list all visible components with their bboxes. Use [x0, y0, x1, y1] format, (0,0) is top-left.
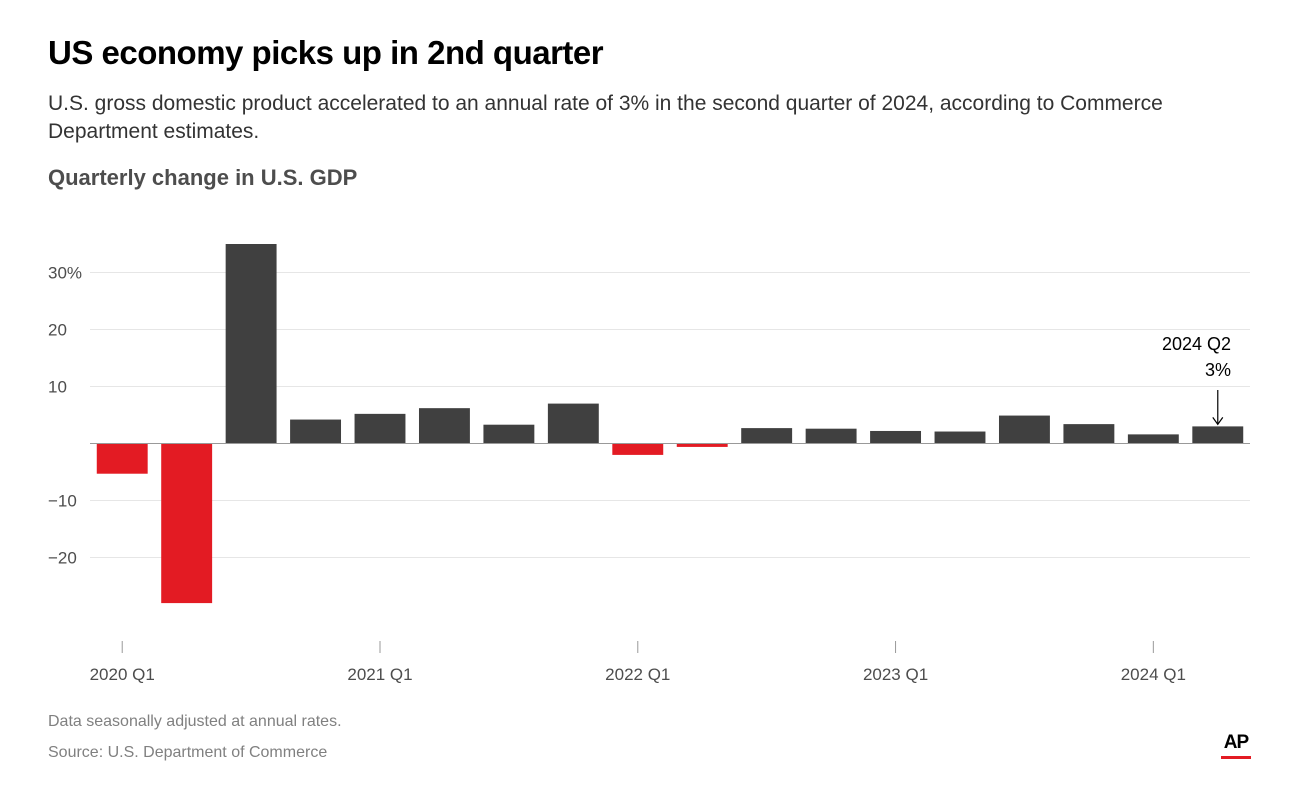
- bar: [418, 408, 470, 444]
- ap-logo-bar: [1221, 756, 1251, 759]
- bar: [741, 428, 793, 444]
- x-tick-label: 2024 Q1: [1121, 665, 1186, 684]
- y-tick-label: −20: [48, 549, 77, 568]
- chart-subtitle: U.S. gross domestic product accelerated …: [48, 92, 1163, 143]
- bar: [354, 413, 406, 444]
- annotation-label: 2024 Q2: [1162, 334, 1231, 354]
- source-note: Source: U.S. Department of Commerce: [48, 744, 328, 761]
- y-tick-label: 10: [48, 378, 67, 397]
- y-tick-label: 30%: [48, 264, 82, 283]
- chart-title: US economy picks up in 2nd quarter: [48, 34, 604, 71]
- annotation-value: 3%: [1205, 360, 1231, 380]
- bar: [676, 443, 728, 447]
- bar: [225, 244, 277, 444]
- bar: [1192, 426, 1244, 444]
- y-tick-label: −10: [48, 492, 77, 511]
- bar: [1127, 434, 1179, 444]
- y-tick-label: 20: [48, 321, 67, 340]
- axes: −20 −10 10 20 30% 2020 Q1 2021 Q1 2022 Q1 2023 Q…: [48, 264, 1250, 684]
- bar: [612, 443, 664, 455]
- bar: [96, 443, 148, 474]
- bar: [805, 428, 857, 444]
- x-tick-label: 2021 Q1: [347, 665, 412, 684]
- ap-logo: AP: [1221, 732, 1251, 759]
- x-tick-label: 2022 Q1: [605, 665, 670, 684]
- bar: [934, 431, 986, 444]
- bar: [290, 419, 342, 444]
- x-tick-label: 2023 Q1: [863, 665, 928, 684]
- bar: [1063, 424, 1115, 444]
- annotation-arrow-head: [1212, 417, 1224, 426]
- chart-label: Quarterly change in U.S. GDP: [48, 165, 358, 190]
- bar: [870, 430, 922, 444]
- bar: [998, 415, 1050, 444]
- x-tick-label: 2020 Q1: [90, 665, 155, 684]
- bars: [96, 244, 1244, 604]
- ap-logo-text: AP: [1223, 732, 1249, 753]
- bar: [161, 443, 213, 604]
- annotation: 2024 Q2 3%: [1162, 334, 1231, 426]
- note-seasonal: Data seasonally adjusted at annual rates…: [48, 713, 342, 730]
- gridlines: [90, 272, 1250, 558]
- bar: [483, 424, 535, 444]
- bar: [547, 403, 599, 444]
- gdp-bar-chart: −20 −10 10 20 30% 2020 Q1 2021 Q1 2022 Q1 2023 Q…: [48, 244, 1250, 684]
